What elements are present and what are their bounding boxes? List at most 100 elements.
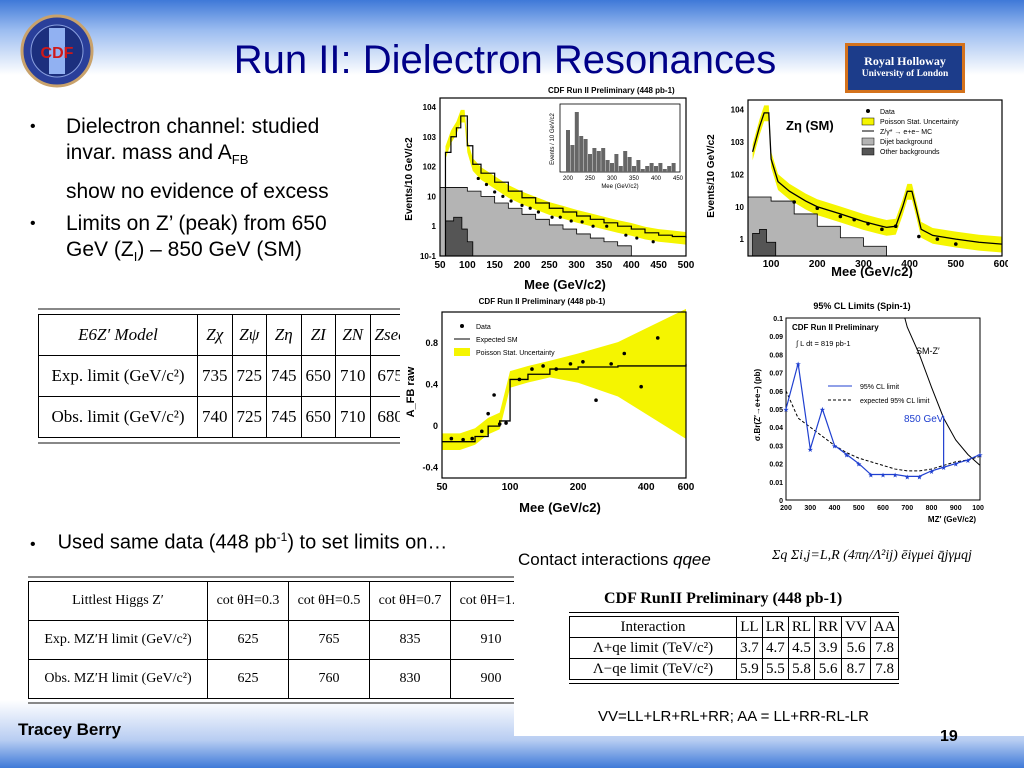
table-cell: Exp. limit (GeV/c²) xyxy=(38,355,198,397)
table-header-cell: RL xyxy=(787,616,816,638)
x-tick-label: 100 xyxy=(459,260,476,271)
table-cell: 740 xyxy=(197,396,233,438)
data-point xyxy=(639,384,643,389)
table-cell: 760 xyxy=(288,659,370,699)
table-cell: 745 xyxy=(266,355,302,397)
data-point xyxy=(550,215,554,219)
x-tick-label: 500 xyxy=(947,259,964,270)
data-point xyxy=(815,206,820,211)
y-tick-label: 0.8 xyxy=(425,338,438,348)
littlest-higgs-table: Littlest Higgs Z′ cot θH=0.3 cot θH=0.5 … xyxy=(28,581,532,699)
table-cell: 3.9 xyxy=(814,637,843,659)
data-point xyxy=(624,233,628,237)
observed-limit-marker: ★ xyxy=(916,473,922,481)
inset-bar xyxy=(645,166,650,172)
y-tick-label: 0.09 xyxy=(769,334,783,341)
table-row: Exp. MZ′H limit (GeV/c²) 625 765 835 910 xyxy=(28,620,532,660)
table-cell: 5.6 xyxy=(814,658,843,680)
x-axis-label: Mee (GeV/c2) xyxy=(831,264,913,278)
data-point xyxy=(880,227,884,232)
plot-frame xyxy=(441,311,687,479)
inset-x-tick: 400 xyxy=(651,176,662,182)
x-tick-label: 200 xyxy=(570,482,587,493)
inset-bar xyxy=(627,157,632,172)
data-point xyxy=(558,215,562,219)
table-cell: Obs. limit (GeV/c²) xyxy=(38,396,198,438)
dijet-background xyxy=(439,187,632,257)
observed-limit-marker: ★ xyxy=(843,452,849,460)
data-point xyxy=(476,176,480,181)
bullet-3: • Used same data (448 pb-1) to set limits… xyxy=(30,524,447,558)
royal-holloway-logo: Royal Holloway University of London xyxy=(845,43,965,93)
table-row: Exp. limit (GeV/c²) 735 725 745 650 710 … xyxy=(38,355,411,397)
x-tick-label: 500 xyxy=(853,505,865,512)
rh-logo-line2: University of London xyxy=(861,69,949,79)
table-header-cell: E6Z′ Model xyxy=(38,314,198,356)
legend-label: Dijet background xyxy=(880,139,933,146)
observed-limit-marker: ★ xyxy=(880,472,886,480)
y-axis-label: Events/10 GeV/c2 xyxy=(706,134,717,218)
legend-swatch xyxy=(460,324,464,328)
data-point xyxy=(852,217,857,222)
table-header-cell: Zχ xyxy=(197,314,233,356)
inset-bar xyxy=(632,166,636,172)
ci-table-container: Interaction LL LR RL RR VV AA Λ+qe limit… xyxy=(569,612,900,684)
data-point xyxy=(486,411,490,416)
data-point xyxy=(497,422,502,426)
bullet-3-text-a: Used same data (448 pb xyxy=(57,531,277,554)
y-tick-label: 103 xyxy=(423,133,437,142)
legend-swatch xyxy=(866,109,870,113)
table-header-cell: LR xyxy=(761,616,789,638)
data-point xyxy=(517,377,522,382)
table-header-row: Interaction LL LR RL RR VV AA xyxy=(569,616,900,638)
y-tick-label: 0 xyxy=(433,421,438,431)
y-tick-label: 10 xyxy=(427,192,436,201)
stat-uncertainty-band xyxy=(442,308,686,450)
y-tick-label: 0.05 xyxy=(769,407,783,414)
x-tick-label: 300 xyxy=(855,259,872,270)
author-footer: Tracey Berry xyxy=(18,720,122,739)
y-tick-label: 0.01 xyxy=(769,480,783,487)
inset-bar xyxy=(566,130,570,172)
x-axis-label: Mee (GeV/c2) xyxy=(519,500,601,515)
legend-swatch xyxy=(861,117,875,126)
y-tick-label: 10 xyxy=(735,203,744,212)
table-header-cell: ZI xyxy=(300,314,336,356)
table-cell: 745 xyxy=(266,396,302,438)
x-tick-label: 500 xyxy=(678,260,695,271)
table-cell: 710 xyxy=(335,355,371,397)
inset-x-tick: 350 xyxy=(629,176,640,182)
observed-limit-marker: ★ xyxy=(868,472,874,480)
observed-limit-marker: ★ xyxy=(892,472,898,480)
legend-label: Z/γ* → e+e− MC xyxy=(880,129,932,136)
table-header-cell: VV xyxy=(841,616,871,638)
data-point xyxy=(655,336,660,340)
data-point xyxy=(569,219,573,223)
dijet-background xyxy=(747,196,887,257)
table-cell: 8.7 xyxy=(841,658,871,680)
inset-bar xyxy=(574,112,579,172)
x-tick-label: 900 xyxy=(950,505,962,512)
data-point xyxy=(449,436,454,441)
inset-bar xyxy=(579,136,584,172)
bullet-2-line-2: GeV (ZI) – 850 GeV (SM) xyxy=(66,238,302,265)
y-tick-label: 1 xyxy=(432,222,437,231)
total-model-line xyxy=(444,115,687,256)
bullet-list: • Dielectron channel: studied invar. mas… xyxy=(0,114,400,270)
x-tick-label: 100 xyxy=(502,482,519,493)
annotation-text: 850 GeV xyxy=(904,414,944,425)
data-point xyxy=(591,224,595,228)
y-tick-label: 104 xyxy=(423,103,437,112)
e6-table-container: E6Z′ Model Zχ Zψ Zη ZI ZN Zsec Exp. limi… xyxy=(38,308,411,444)
legend-swatch xyxy=(861,137,875,146)
legend-label: Data xyxy=(476,324,491,331)
table-header-cell: LL xyxy=(736,616,763,638)
x-tick-label: 600 xyxy=(678,482,695,493)
x-tick-label: 100 xyxy=(763,259,780,270)
inset-bar xyxy=(623,151,628,172)
table-header-cell: cot θH=0.3 xyxy=(207,581,289,621)
data-point xyxy=(520,203,524,207)
x-tick-label: 50 xyxy=(434,260,446,271)
inset-bar xyxy=(662,169,667,172)
x-tick-label: 800 xyxy=(926,505,938,512)
